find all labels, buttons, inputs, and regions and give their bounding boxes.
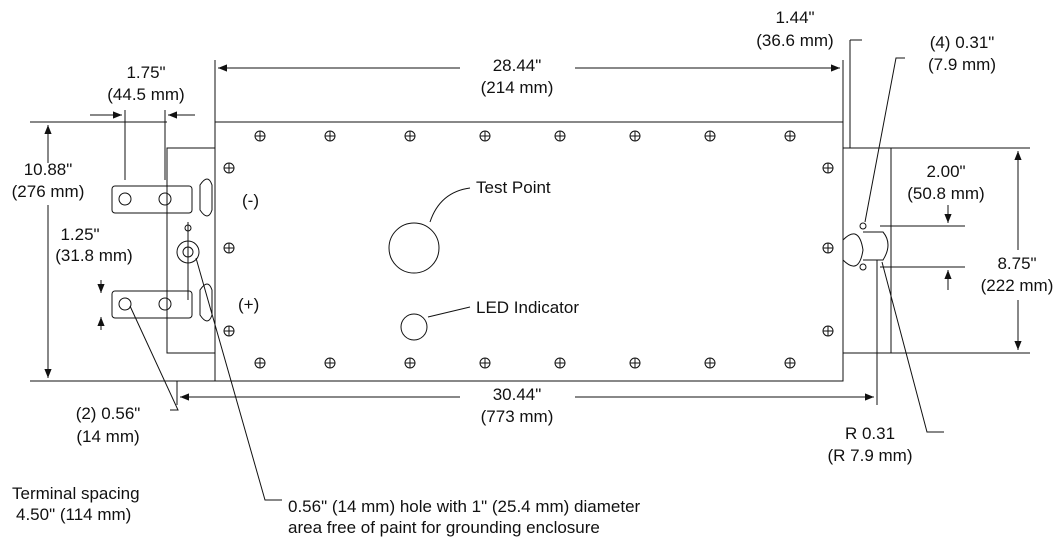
dim-mount-holes-metric: (7.9 mm) [928, 55, 996, 74]
dim-30-44-metric: (773 mm) [480, 407, 554, 426]
dim-10-88-metric: (276 mm) [11, 182, 85, 201]
dim-8-75-value: 8.75" [997, 254, 1037, 273]
screw-icon [405, 131, 415, 141]
negative-label: (-) [242, 191, 259, 210]
screw-icon [480, 358, 490, 368]
terminal-spacing-value: 4.50" (114 mm) [16, 505, 132, 524]
screw-symbols [224, 131, 833, 368]
dim-28-44-value: 28.44" [492, 56, 542, 75]
dim-1-25-value: 1.25" [60, 225, 100, 244]
screw-icon [224, 163, 234, 173]
screw-icon [255, 358, 265, 368]
dim-28-44-metric: (214 mm) [480, 78, 554, 97]
dim-radius-value: R 0.31 [844, 424, 896, 443]
positive-label: (+) [238, 295, 260, 314]
leader-mount-holes [865, 58, 905, 222]
screw-icon [823, 243, 833, 253]
screw-icon [325, 358, 335, 368]
screw-icon [630, 131, 640, 141]
leader-terminal-holes [130, 306, 178, 410]
grounding-note-line1: 0.56" (14 mm) hole with 1" (25.4 mm) dia… [288, 497, 641, 516]
dim-2-00-value: 2.00" [926, 162, 966, 181]
grounding-note-line2: area free of paint for grounding enclosu… [288, 518, 600, 537]
screw-icon [785, 358, 795, 368]
screw-icon [630, 358, 640, 368]
dim-2-00-metric: (50.8 mm) [907, 184, 985, 203]
screw-icon [705, 358, 715, 368]
dim-radius-metric: (R 7.9 mm) [827, 446, 913, 465]
screw-icon [823, 163, 833, 173]
terminal-plate [167, 148, 215, 353]
screw-icon [480, 131, 490, 141]
screw-icon [255, 131, 265, 141]
enclosure-body [215, 122, 843, 381]
dim-1-75-value: 1.75" [126, 63, 166, 82]
screw-icon [224, 243, 234, 253]
screw-icon [823, 326, 833, 336]
screw-icon [555, 358, 565, 368]
screw-icon [405, 358, 415, 368]
dim-1-44-metric: (36.6 mm) [756, 31, 834, 50]
dim-1-44-value: 1.44" [775, 8, 815, 27]
test-point-label: Test Point [476, 178, 551, 197]
dim-1-25-metric: (31.8 mm) [55, 246, 133, 265]
test-point-circle [389, 223, 439, 273]
led-indicator-label: LED Indicator [476, 298, 579, 317]
dim-8-75-metric: (222 mm) [980, 276, 1054, 295]
dim-terminal-holes-metric: (14 mm) [76, 427, 140, 446]
screw-icon [224, 326, 234, 336]
terminal-lug-positive [112, 291, 192, 318]
dim-10-88-value: 10.88" [23, 160, 73, 179]
dim-1-75-metric: (44.5 mm) [107, 85, 185, 104]
screw-icon [705, 131, 715, 141]
screw-icon [325, 131, 335, 141]
dim-terminal-holes-value: (2) 0.56" [75, 404, 141, 423]
screw-icon [785, 131, 795, 141]
leader-grounding [196, 258, 282, 500]
leader-radius [882, 262, 944, 432]
dim-mount-holes-value: (4) 0.31" [929, 33, 995, 52]
terminal-lug-negative [112, 186, 192, 213]
led-indicator-circle [401, 314, 427, 340]
terminal-spacing-label: Terminal spacing [12, 484, 140, 503]
screw-icon [555, 131, 565, 141]
dim-30-44-value: 30.44" [492, 385, 542, 404]
right-flange [843, 148, 891, 353]
